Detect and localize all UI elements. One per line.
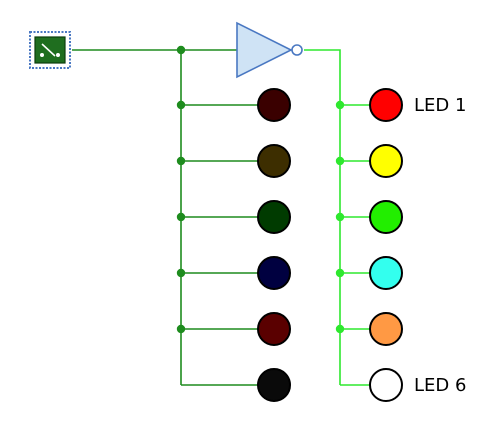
junction-dot-right-4 [335, 268, 345, 278]
led-right-1 [369, 88, 403, 122]
junction-dot-right-3 [335, 212, 345, 222]
led-left-2 [257, 144, 291, 178]
led-right-5 [369, 312, 403, 346]
led-left-6 [257, 368, 291, 402]
junction-dot-right-5 [335, 324, 345, 334]
led-right-label-6: LED 6 [414, 375, 466, 396]
led-right-6 [369, 368, 403, 402]
wire-right-bus [304, 49, 341, 385]
switch-lever [41, 43, 56, 57]
junction-dot-right-2 [335, 156, 345, 166]
switch-contact-right [56, 53, 60, 57]
toggle-switch-icon[interactable] [34, 36, 66, 64]
not-gate-icon [236, 21, 293, 79]
junction-dot-left-6 [176, 324, 186, 334]
led-right-4 [369, 256, 403, 290]
switch-contact-left [40, 53, 44, 57]
junction-dot-right-1 [335, 100, 345, 110]
led-left-4 [257, 256, 291, 290]
junction-dot-left-2 [176, 100, 186, 110]
inverter-bubble [291, 44, 303, 56]
led-right-3 [369, 200, 403, 234]
led-left-1 [257, 88, 291, 122]
junction-dot-left-1 [176, 45, 186, 55]
led-left-5 [257, 312, 291, 346]
led-right-label-1: LED 1 [414, 95, 466, 116]
junction-dot-left-5 [176, 268, 186, 278]
junction-dot-left-4 [176, 212, 186, 222]
led-right-2 [369, 144, 403, 178]
led-left-3 [257, 200, 291, 234]
junction-dot-left-3 [176, 156, 186, 166]
